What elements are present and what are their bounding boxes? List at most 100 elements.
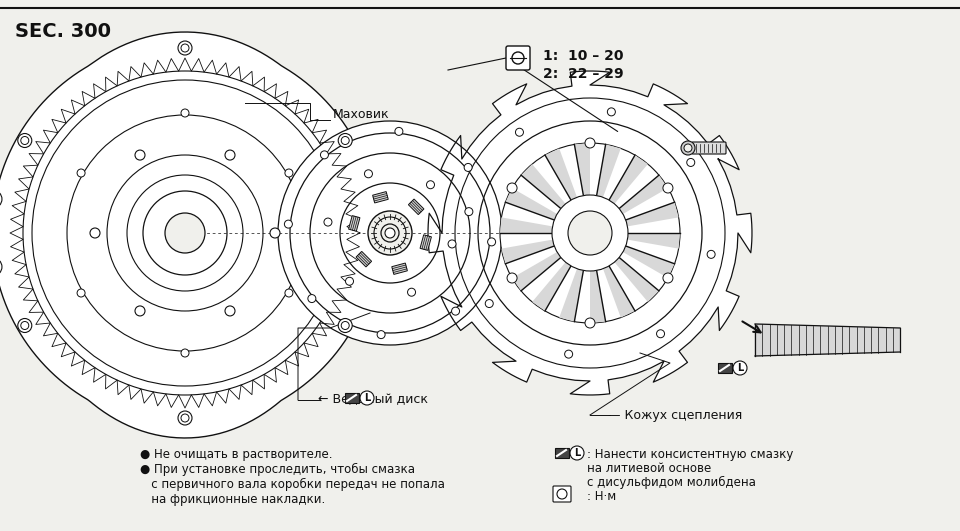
Circle shape — [77, 289, 85, 297]
Circle shape — [570, 446, 584, 460]
Circle shape — [686, 158, 695, 166]
Text: SEC. 300: SEC. 300 — [15, 22, 111, 41]
Circle shape — [181, 349, 189, 357]
Bar — [718, 363, 732, 373]
Bar — [555, 448, 569, 458]
Circle shape — [368, 211, 412, 255]
Circle shape — [143, 191, 227, 275]
Circle shape — [663, 183, 673, 193]
Text: : Н·м: : Н·м — [587, 490, 616, 502]
Circle shape — [657, 330, 664, 338]
Circle shape — [377, 331, 385, 339]
Circle shape — [585, 318, 595, 328]
Text: Маховик: Маховик — [333, 108, 390, 122]
Polygon shape — [609, 155, 648, 204]
Circle shape — [365, 170, 372, 178]
Text: L: L — [737, 363, 743, 373]
Text: ● При установке проследить, чтобы смазка: ● При установке проследить, чтобы смазка — [140, 463, 415, 476]
Polygon shape — [560, 269, 584, 322]
Polygon shape — [545, 149, 577, 200]
Polygon shape — [348, 216, 360, 231]
Polygon shape — [505, 188, 557, 220]
Circle shape — [564, 350, 573, 358]
Circle shape — [568, 211, 612, 255]
Circle shape — [488, 238, 495, 246]
Circle shape — [341, 136, 349, 144]
Circle shape — [500, 143, 680, 323]
Circle shape — [0, 258, 2, 276]
Circle shape — [23, 71, 347, 395]
Circle shape — [135, 306, 145, 316]
Circle shape — [360, 391, 374, 405]
Text: 1:  10 – 20: 1: 10 – 20 — [543, 49, 623, 63]
Text: ● Не очищать в растворителе.: ● Не очищать в растворителе. — [140, 448, 332, 461]
Circle shape — [408, 288, 416, 296]
Circle shape — [0, 190, 2, 208]
Circle shape — [684, 144, 692, 152]
Circle shape — [681, 141, 695, 155]
Polygon shape — [623, 246, 675, 278]
Circle shape — [178, 411, 192, 425]
Text: с первичного вала коробки передач не попала: с первичного вала коробки передач не поп… — [140, 478, 444, 491]
Text: ← Ведомый диск: ← Ведомый диск — [318, 393, 428, 407]
Circle shape — [181, 414, 189, 422]
Circle shape — [338, 133, 352, 148]
Circle shape — [426, 181, 435, 189]
Circle shape — [395, 127, 403, 135]
Polygon shape — [521, 164, 565, 209]
Polygon shape — [356, 251, 372, 267]
Circle shape — [585, 138, 595, 148]
Polygon shape — [408, 199, 424, 215]
Text: : Нанести консистентную смазку: : Нанести консистентную смазку — [587, 448, 793, 461]
Circle shape — [225, 306, 235, 316]
Circle shape — [507, 273, 517, 283]
Circle shape — [451, 307, 460, 315]
Polygon shape — [428, 71, 752, 395]
Polygon shape — [372, 192, 388, 203]
Polygon shape — [0, 32, 378, 438]
Text: на фрикционные накладки.: на фрикционные накладки. — [140, 493, 325, 506]
Text: L: L — [574, 448, 580, 458]
Circle shape — [135, 150, 145, 160]
FancyBboxPatch shape — [692, 142, 726, 154]
Circle shape — [485, 299, 493, 307]
Polygon shape — [596, 144, 621, 198]
Circle shape — [225, 150, 235, 160]
FancyBboxPatch shape — [553, 486, 571, 502]
Circle shape — [465, 208, 473, 216]
Polygon shape — [755, 324, 900, 356]
Circle shape — [18, 319, 32, 332]
Bar — [345, 393, 359, 403]
Polygon shape — [532, 262, 571, 311]
Circle shape — [181, 109, 189, 117]
Circle shape — [341, 321, 349, 330]
Circle shape — [346, 277, 353, 285]
Circle shape — [663, 273, 673, 283]
Polygon shape — [619, 175, 668, 214]
Text: на литиевой основе: на литиевой основе — [587, 462, 711, 475]
Circle shape — [608, 108, 615, 116]
Polygon shape — [614, 258, 659, 302]
Circle shape — [285, 289, 293, 297]
Polygon shape — [628, 233, 680, 249]
Circle shape — [381, 224, 399, 242]
Circle shape — [507, 183, 517, 193]
Circle shape — [165, 213, 205, 253]
Circle shape — [90, 228, 100, 238]
Polygon shape — [500, 217, 553, 233]
Circle shape — [278, 121, 502, 345]
Polygon shape — [392, 263, 407, 275]
Circle shape — [516, 129, 523, 136]
Circle shape — [448, 240, 456, 248]
Polygon shape — [512, 252, 561, 291]
Circle shape — [340, 183, 440, 283]
Circle shape — [733, 361, 747, 375]
Circle shape — [21, 321, 29, 330]
Text: 2:  22 – 29: 2: 22 – 29 — [543, 67, 624, 81]
Text: L: L — [364, 393, 371, 403]
Text: — Кожух сцепления: — Кожух сцепления — [608, 408, 742, 422]
Circle shape — [270, 228, 280, 238]
Polygon shape — [590, 270, 606, 323]
Polygon shape — [420, 235, 431, 251]
Circle shape — [708, 250, 715, 259]
